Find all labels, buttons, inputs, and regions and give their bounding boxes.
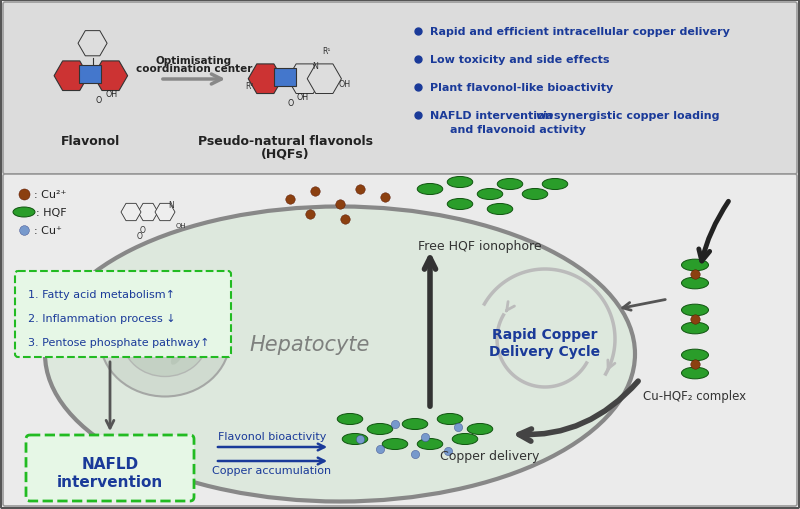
Ellipse shape [402,418,428,430]
Ellipse shape [169,352,186,362]
Text: R²: R² [246,82,254,91]
Ellipse shape [498,179,522,190]
Ellipse shape [338,414,362,425]
Text: synergistic copper loading: synergistic copper loading [550,111,719,121]
FancyBboxPatch shape [3,175,797,506]
Text: Copper delivery: Copper delivery [440,449,540,462]
Text: OH: OH [297,92,309,101]
Ellipse shape [367,423,393,435]
Text: Copper accumulation: Copper accumulation [213,465,331,475]
Text: Cu-HQF₂ complex: Cu-HQF₂ complex [643,389,746,402]
Ellipse shape [452,434,478,445]
Ellipse shape [447,199,473,210]
Text: N: N [168,201,174,210]
Text: NAFLD intervention: NAFLD intervention [430,111,556,121]
Text: 3. Pentose phosphate pathway↑: 3. Pentose phosphate pathway↑ [28,337,210,347]
Ellipse shape [161,320,179,328]
Text: 1. Fatty acid metabolism↑: 1. Fatty acid metabolism↑ [28,290,175,299]
Ellipse shape [682,304,709,316]
Polygon shape [248,65,282,94]
Ellipse shape [487,204,513,215]
FancyBboxPatch shape [26,435,194,501]
Text: : HQF: : HQF [36,208,66,217]
Ellipse shape [682,260,709,271]
FancyBboxPatch shape [79,66,101,84]
Ellipse shape [138,337,152,351]
Text: O: O [140,225,146,235]
Text: Low toxicity and side effects: Low toxicity and side effects [430,55,610,65]
Ellipse shape [382,439,408,449]
Ellipse shape [418,184,442,195]
FancyBboxPatch shape [274,68,296,87]
Ellipse shape [447,177,473,188]
Ellipse shape [542,179,568,190]
Text: Optimisating: Optimisating [156,56,232,66]
Text: via: via [535,111,554,121]
Text: Free HQF ionophore: Free HQF ionophore [418,240,542,252]
Ellipse shape [682,367,709,379]
Text: intervention: intervention [57,474,163,490]
Ellipse shape [522,189,548,200]
Text: : Cu²⁺: : Cu²⁺ [34,190,66,200]
Ellipse shape [45,207,635,501]
Text: 2. Inflammation process ↓: 2. Inflammation process ↓ [28,314,176,323]
Ellipse shape [438,414,462,425]
FancyBboxPatch shape [3,3,797,175]
Text: Flavonol bioactivity: Flavonol bioactivity [218,431,326,441]
Ellipse shape [682,350,709,361]
Ellipse shape [148,347,166,356]
Text: O: O [95,95,102,104]
Text: (HQFs): (HQFs) [261,148,310,161]
Text: O: O [287,98,294,107]
Text: Rapid Copper: Rapid Copper [492,327,598,342]
Text: R¹: R¹ [322,47,330,55]
Text: Flavonol: Flavonol [60,135,120,148]
Ellipse shape [418,439,442,449]
Ellipse shape [100,282,230,397]
Ellipse shape [13,208,35,217]
Ellipse shape [467,423,493,435]
Text: Hepatocyte: Hepatocyte [250,334,370,354]
Text: coordination center: coordination center [136,64,252,74]
Text: NAFLD: NAFLD [82,457,138,471]
Polygon shape [54,62,88,91]
Text: Delivery Cycle: Delivery Cycle [490,344,601,358]
Ellipse shape [478,189,502,200]
Text: and flavonoid activity: and flavonoid activity [450,125,586,135]
Polygon shape [121,204,141,221]
Ellipse shape [141,325,159,333]
Text: Pseudo-natural flavonols: Pseudo-natural flavonols [198,135,373,148]
Text: OH: OH [338,80,350,89]
Text: O: O [137,232,143,241]
Ellipse shape [342,434,368,445]
Text: OH: OH [176,222,186,229]
Ellipse shape [122,302,207,377]
Polygon shape [78,32,107,56]
Text: N: N [312,62,318,70]
Ellipse shape [174,340,191,349]
Polygon shape [307,65,342,94]
Text: Plant flavonol-like bioactivity: Plant flavonol-like bioactivity [430,83,614,93]
Polygon shape [155,204,175,221]
Polygon shape [94,62,128,91]
Ellipse shape [682,277,709,289]
Text: Rapid and efficient intracellular copper delivery: Rapid and efficient intracellular copper… [430,27,730,37]
Text: OH: OH [106,90,118,98]
Text: : Cu⁺: : Cu⁺ [34,225,62,236]
Ellipse shape [682,323,709,334]
FancyBboxPatch shape [15,271,231,357]
Polygon shape [138,204,158,221]
Polygon shape [287,65,322,94]
